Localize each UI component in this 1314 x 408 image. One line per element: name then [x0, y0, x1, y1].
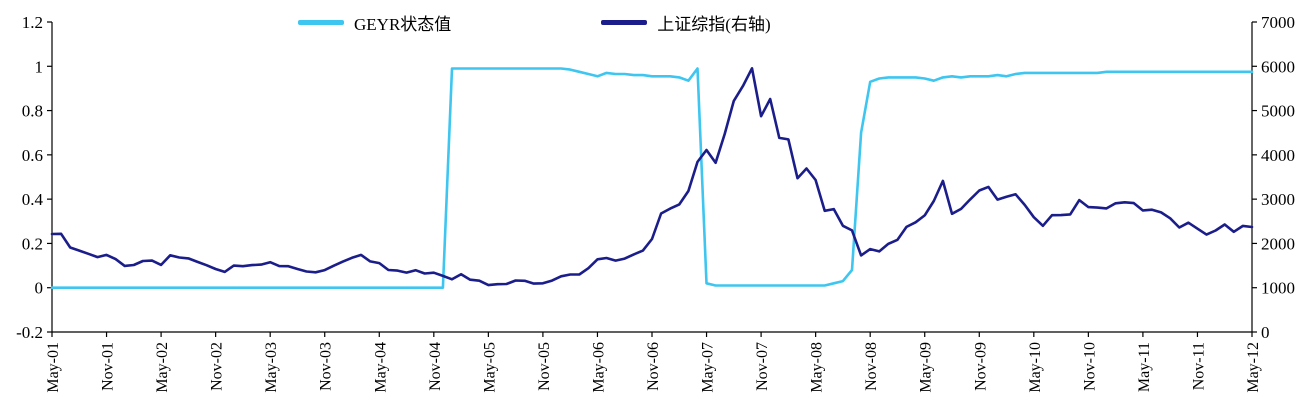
right-axis-tick-label: 5000 — [1261, 102, 1295, 121]
left-axis: -0.2 0 0.2 0.4 0.6 0.8 1 1.2 — [16, 13, 52, 342]
x-axis-tick-label: May-08 — [809, 342, 826, 393]
left-axis-tick-label: 0.4 — [22, 190, 44, 209]
x-axis-tick-label: May-03 — [263, 342, 280, 393]
x-axis-tick-label: Nov-07 — [754, 342, 771, 391]
x-axis-tick-label: Nov-06 — [645, 342, 662, 391]
x-axis-tick-label: May-07 — [700, 342, 717, 393]
legend-item-geyr: GEYR状态值 — [298, 10, 451, 35]
x-axis-tick-label: May-05 — [481, 342, 498, 393]
sse-line-swatch — [601, 20, 648, 25]
right-axis-tick-label: 3000 — [1261, 190, 1295, 209]
x-axis-tick-label: Nov-03 — [318, 342, 335, 391]
x-axis-tick-label: May-04 — [372, 342, 389, 393]
sse-line — [50, 67, 1254, 287]
left-axis-tick-label: 1.2 — [22, 13, 43, 32]
axis-frame — [51, 22, 1253, 333]
geyr-line-swatch — [298, 20, 344, 25]
x-axis-tick-label: Nov-01 — [100, 342, 117, 391]
right-axis-tick-label: 4000 — [1261, 146, 1295, 165]
x-axis-tick-label: Nov-11 — [1190, 342, 1207, 390]
x-axis-tick-label: Nov-05 — [536, 342, 553, 391]
right-axis-tick-label: 1000 — [1261, 279, 1295, 298]
left-axis-tick-label: 0.6 — [22, 146, 43, 165]
left-axis-tick-label: 0 — [35, 279, 44, 298]
geyr-line — [50, 67, 1254, 290]
right-axis: 0 1000 2000 3000 4000 5000 6000 7000 — [1252, 13, 1295, 342]
x-axis-tick-label: May-11 — [1136, 342, 1153, 392]
x-axis-tick-label: May-10 — [1027, 342, 1044, 393]
x-axis-tick-label: Nov-02 — [209, 342, 226, 391]
legend-label-geyr: GEYR状态值 — [354, 15, 452, 34]
chart-legend: GEYR状态值 上证综指(右轴) — [298, 10, 771, 35]
x-axis-tick-label: May-06 — [590, 342, 607, 393]
x-axis-tick-label: May-12 — [1245, 342, 1262, 393]
x-axis-tick-label: May-09 — [918, 342, 935, 393]
x-axis-tick-label: Nov-08 — [863, 342, 880, 391]
x-axis-tick-label: Nov-10 — [1081, 342, 1098, 391]
left-axis-tick-label: 1 — [35, 57, 44, 76]
left-axis-tick-label: 0.8 — [22, 102, 43, 121]
right-axis-tick-label: 2000 — [1261, 234, 1295, 253]
legend-item-sse: 上证综指(右轴) — [601, 10, 771, 35]
legend-label-sse: 上证综指(右轴) — [657, 15, 771, 34]
x-axis-tick-label: Nov-04 — [427, 342, 444, 391]
right-axis-tick-label: 6000 — [1261, 57, 1295, 76]
x-axis-tick-label: Nov-09 — [972, 342, 989, 391]
x-axis-tick-label: May-01 — [45, 342, 62, 393]
right-axis-tick-label: 7000 — [1261, 13, 1295, 32]
x-axis-tick-label: May-02 — [154, 342, 171, 393]
x-axis: May-01 Nov-01 May-02 Nov-02 May-03 Nov-03 May-… — [45, 332, 1262, 393]
left-axis-tick-label: -0.2 — [16, 323, 43, 342]
left-axis-tick-label: 0.2 — [22, 234, 43, 253]
right-axis-tick-label: 0 — [1261, 323, 1270, 342]
